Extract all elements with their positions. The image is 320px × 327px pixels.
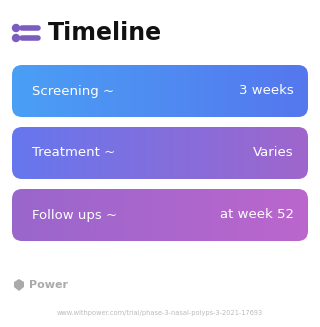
Text: 3 weeks: 3 weeks bbox=[239, 84, 294, 97]
Text: Varies: Varies bbox=[253, 146, 294, 160]
Text: at week 52: at week 52 bbox=[220, 209, 294, 221]
Circle shape bbox=[12, 25, 20, 31]
Text: Follow ups ~: Follow ups ~ bbox=[32, 209, 117, 221]
Text: Power: Power bbox=[29, 280, 68, 290]
Polygon shape bbox=[14, 279, 24, 291]
Text: Treatment ~: Treatment ~ bbox=[32, 146, 115, 160]
Circle shape bbox=[12, 35, 20, 42]
Text: www.withpower.com/trial/phase-3-nasal-polyps-3-2021-17693: www.withpower.com/trial/phase-3-nasal-po… bbox=[57, 310, 263, 316]
Text: Screening ~: Screening ~ bbox=[32, 84, 114, 97]
Text: Timeline: Timeline bbox=[48, 21, 162, 45]
